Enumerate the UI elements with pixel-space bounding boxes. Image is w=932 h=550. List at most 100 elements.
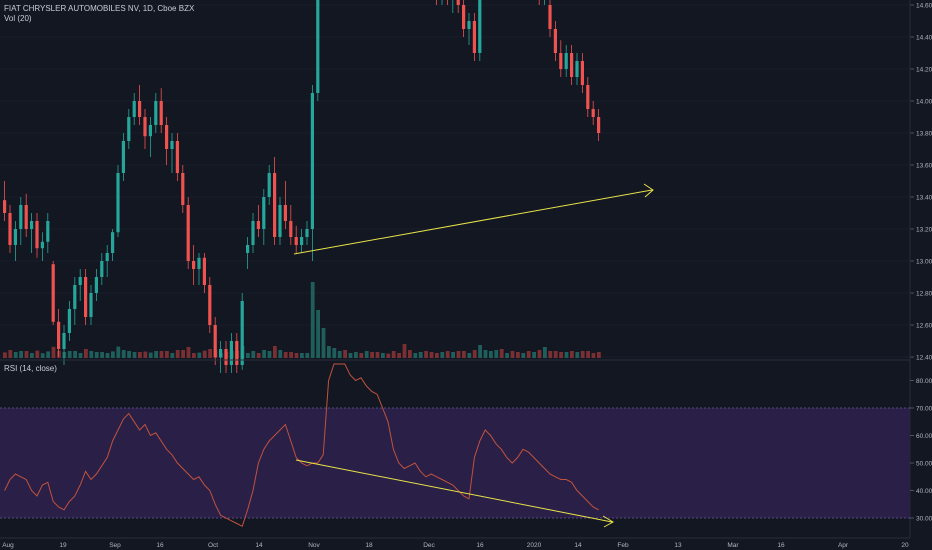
volume-bar (278, 350, 283, 358)
volume-bar (3, 352, 7, 358)
candle-body (575, 61, 579, 77)
volume-bar (105, 353, 110, 358)
volume-bar (348, 353, 353, 358)
volume-bar (132, 352, 137, 358)
volume-bar (111, 351, 115, 358)
candle-body (13, 229, 17, 245)
symbol-legend[interactable]: FIAT CHRYSLER AUTOMOBILES NV, 1D, Cboe B… (4, 4, 195, 13)
volume-bar (354, 352, 358, 358)
time-tick-label: Feb (617, 542, 629, 549)
volume-bar (440, 352, 445, 358)
volume-bar (478, 345, 482, 358)
volume-bar (100, 352, 104, 358)
volume-bar (24, 351, 29, 358)
price-grid (0, 4, 910, 358)
volume-legend[interactable]: Vol (20) (4, 14, 32, 23)
volume-bar (316, 310, 320, 358)
volume-bar (489, 351, 493, 358)
candle-body (57, 321, 61, 349)
candle-body (267, 173, 271, 197)
volume-bar (435, 353, 439, 358)
time-tick-label: Nov (308, 542, 320, 549)
time-tick-label: Apr (838, 542, 849, 549)
volume-bar (89, 351, 94, 358)
candle-body (580, 61, 584, 85)
candle-body (51, 264, 55, 322)
volume-bar (499, 349, 504, 358)
volume-bar (143, 351, 148, 358)
candle-body (154, 101, 158, 125)
candle-body (143, 117, 147, 137)
time-tick-label: 16 (476, 542, 484, 549)
time-axis[interactable]: Aug 19 Sep 16 Oct 14 Nov 18 Dec 16 2020 14 Feb 13 Mar 1… (2, 542, 909, 549)
candle-body (591, 109, 595, 117)
volume-bar (532, 352, 536, 358)
time-tick-label: 19 (59, 542, 67, 549)
rsi-axis[interactable]: 80.00 70.00 60.00 50.00 40.00 30.00 (910, 378, 932, 523)
volume-bar (359, 353, 364, 358)
volume-bar (192, 353, 196, 358)
candle-body (78, 277, 82, 285)
candle-body (553, 29, 557, 53)
time-tick-label: Mar (727, 542, 739, 549)
candle-body (570, 53, 574, 77)
volume-bar (386, 353, 391, 358)
volume-bar (78, 353, 83, 358)
candle-body (35, 221, 39, 249)
rsi-trendline[interactable] (295, 459, 614, 528)
candle-body (316, 0, 320, 93)
candle-body (564, 53, 568, 69)
volume-bar (175, 350, 180, 358)
rsi-tick-label: 40.00 (916, 488, 932, 495)
volume-bar (262, 350, 266, 358)
volume-bar (483, 350, 488, 358)
volume-bar (516, 352, 520, 358)
time-tick-label: Aug (2, 542, 14, 549)
rsi-tick-label: 50.00 (916, 461, 932, 468)
volume-bar (586, 351, 590, 358)
volume-bar (289, 352, 293, 358)
volume-bar (138, 352, 142, 358)
volume-bar (154, 351, 158, 358)
volume-bar (35, 350, 40, 358)
volume-bar (256, 353, 261, 358)
candle-body (8, 213, 12, 245)
candle-body (89, 293, 93, 317)
price-trendline[interactable] (293, 183, 654, 255)
time-tick-label: 14 (574, 542, 582, 549)
candle-body (175, 141, 179, 173)
candle-body (105, 253, 109, 261)
candle-body (181, 173, 185, 205)
volume-bar (418, 352, 423, 358)
volume-bar (375, 352, 380, 358)
candle-body (240, 301, 244, 365)
candle-body (305, 229, 309, 237)
volume-bar (553, 351, 558, 358)
candle-body (300, 237, 304, 245)
time-tick-label: 16 (777, 542, 785, 549)
volume-bar (570, 351, 574, 358)
rsi-tick-label: 60.00 (916, 433, 932, 440)
volume-bar (424, 351, 428, 358)
candle-body (213, 325, 217, 357)
rsi-tick-label: 80.00 (916, 378, 932, 385)
volume-bar (548, 351, 553, 358)
rsi-legend[interactable]: RSI (14, close) (4, 364, 57, 373)
candle-body (148, 125, 152, 137)
volume-bar (208, 349, 212, 358)
candle-body (100, 261, 104, 277)
volume-bar (300, 353, 304, 358)
candle-body (467, 21, 471, 29)
volume-bar (127, 351, 131, 358)
candle-body (462, 5, 466, 29)
candle-body (219, 349, 223, 357)
candle-body (262, 197, 266, 229)
time-tick-label: 13 (674, 542, 682, 549)
candle-body (472, 21, 476, 53)
candle-body (111, 232, 115, 253)
rsi-tick-label: 30.00 (916, 516, 932, 523)
candle-body (478, 0, 482, 53)
rsi-line (4, 363, 599, 528)
volume-bar (67, 351, 72, 358)
